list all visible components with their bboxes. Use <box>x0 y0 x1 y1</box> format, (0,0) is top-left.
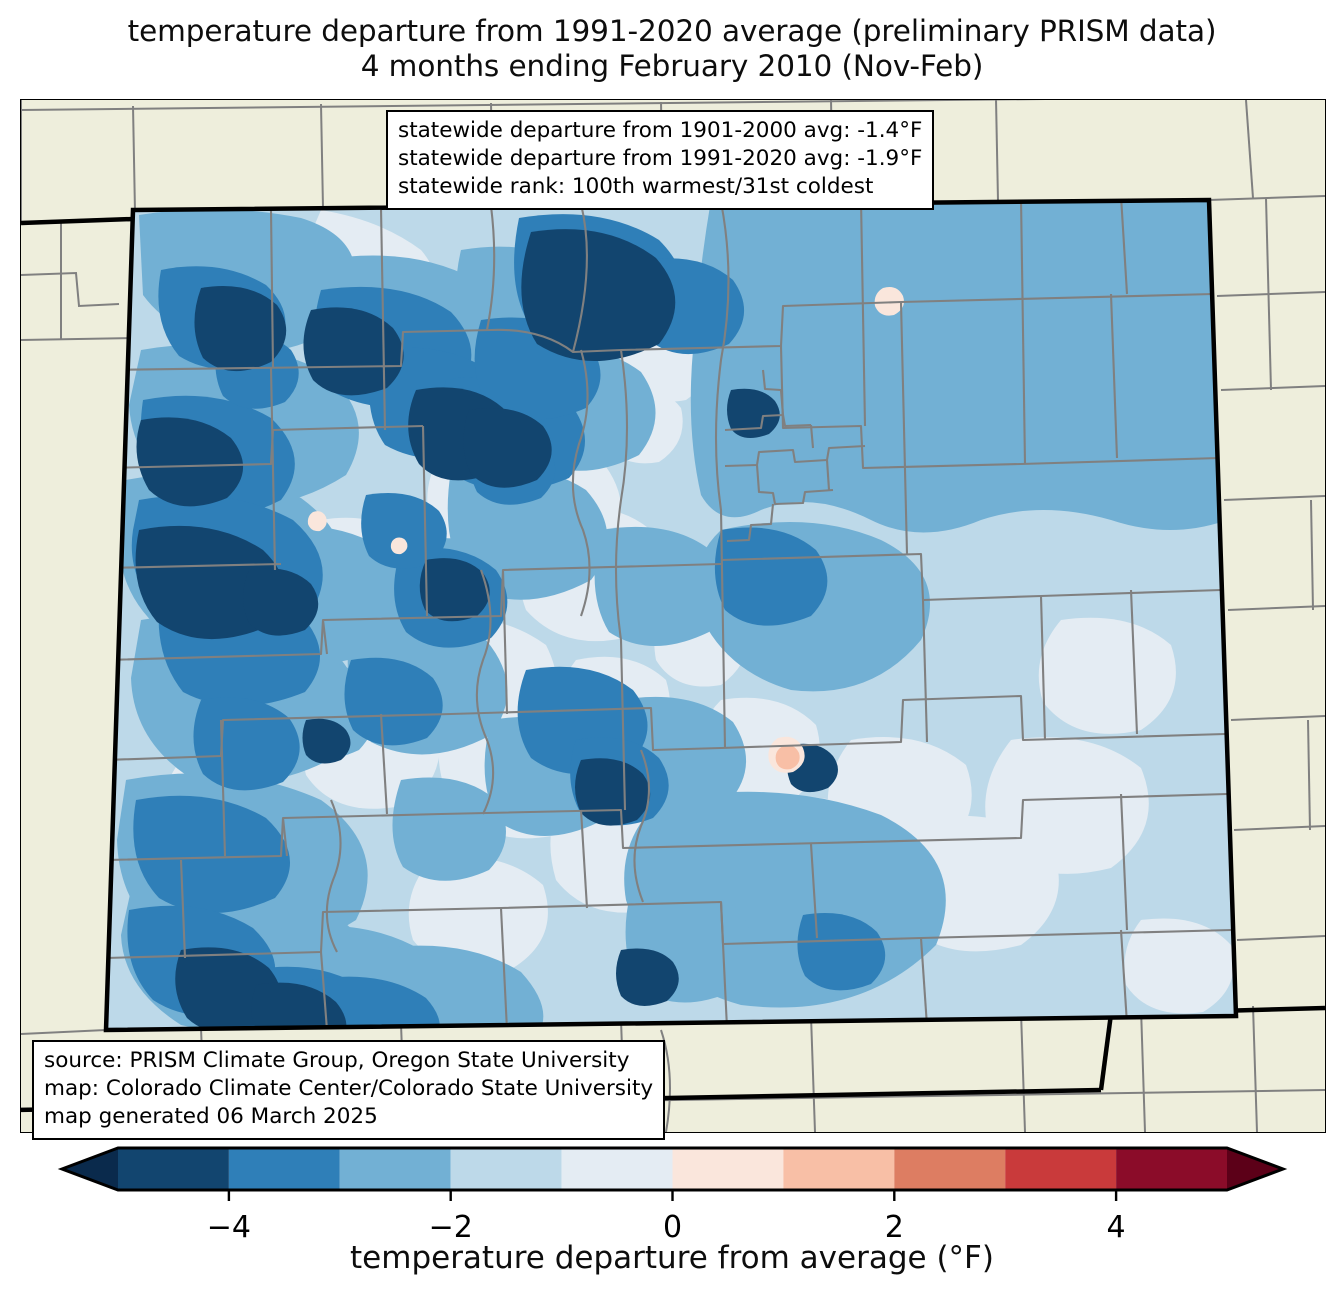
source-line-2: map: Colorado Climate Center/Colorado St… <box>44 1075 654 1101</box>
colorbar-band-4 <box>561 1148 673 1190</box>
colorbar-band-6 <box>783 1148 895 1190</box>
colorbar-tick-label-3: 2 <box>885 1210 904 1245</box>
colorbar-band-1 <box>228 1148 340 1190</box>
stats-line-1: statewide departure from 1901-2000 avg: … <box>398 118 923 143</box>
colorbar-tick-label-1: −2 <box>429 1210 473 1245</box>
title-line-1: temperature departure from 1991-2020 ave… <box>127 14 1217 48</box>
colorado-county-lines <box>106 200 1232 1030</box>
colorado-anomaly-map <box>21 100 1325 1132</box>
colorbar-ticks: −4 −2 0 2 4 <box>207 1190 1126 1245</box>
anomaly-contour-field <box>106 200 1236 1030</box>
colorbar-panel: −4 −2 0 2 4 <box>0 1140 1344 1300</box>
colorbar-outline <box>57 1146 1288 1192</box>
source-credits-box: source: PRISM Climate Group, Oregon Stat… <box>32 1040 666 1140</box>
colorbar-band-7 <box>894 1148 1006 1190</box>
colorbar-band-8 <box>1005 1148 1117 1190</box>
colorbar-over-cap <box>1227 1148 1283 1190</box>
colorbar-band-3 <box>450 1148 562 1190</box>
band--5to-4 <box>135 229 838 1030</box>
colorbar-bands <box>62 1148 1283 1190</box>
stats-line-2: statewide departure from 1991-2020 avg: … <box>398 145 923 171</box>
colorbar-tick-label-4: 4 <box>1107 1210 1126 1245</box>
stats-line-3: statewide rank: 100th warmest/31st colde… <box>398 173 874 199</box>
source-line-1: source: PRISM Climate Group, Oregon Stat… <box>44 1048 630 1073</box>
colorbar-band-2 <box>339 1148 451 1190</box>
colorbar-band-5 <box>672 1148 784 1190</box>
colorbar-border <box>57 1146 1288 1192</box>
figure-title: temperature departure from 1991-2020 ave… <box>0 14 1344 84</box>
title-line-2: 4 months ending February 2010 (Nov-Feb) <box>360 48 984 83</box>
band-1to2 <box>775 745 800 770</box>
colorbar-axis-label: temperature departure from average (°F) <box>350 1240 994 1276</box>
statewide-stats-box: statewide departure from 1901-2000 avg: … <box>386 110 935 210</box>
colorbar-svg: −4 −2 0 2 4 <box>57 1146 1288 1245</box>
colorbar-tick-label-0: −4 <box>207 1210 251 1245</box>
source-line-3: map generated 06 March 2025 <box>44 1103 378 1129</box>
map-panel <box>20 99 1326 1133</box>
colorbar-band-0 <box>118 1148 229 1190</box>
colorbar-tick-label-2: 0 <box>663 1210 682 1245</box>
colorbar-band-9 <box>1116 1148 1227 1190</box>
colorbar-under-cap <box>62 1148 118 1190</box>
